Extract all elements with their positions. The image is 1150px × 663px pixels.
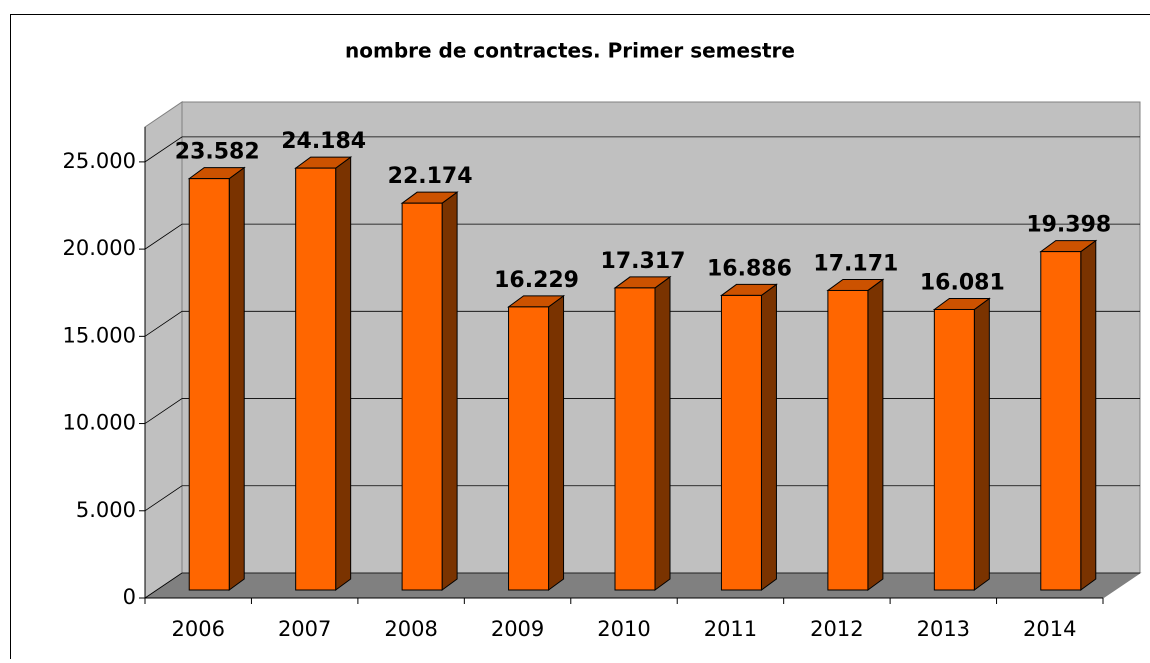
x-tick-label: 2014 xyxy=(1023,617,1076,641)
bar-side xyxy=(229,168,244,590)
x-tick-label: 2013 xyxy=(917,617,970,641)
value-label: 24.184 xyxy=(281,129,366,154)
bar-side xyxy=(761,284,776,590)
bar-side xyxy=(655,277,670,590)
x-tick-label: 2011 xyxy=(704,617,757,641)
bar xyxy=(934,309,974,590)
y-tick-label: 15.000 xyxy=(63,323,136,347)
value-label: 17.171 xyxy=(813,251,898,276)
bar-side xyxy=(549,296,564,590)
value-label: 23.582 xyxy=(175,140,260,165)
bar xyxy=(402,203,442,590)
bar xyxy=(296,168,336,590)
bar-side xyxy=(336,157,351,590)
bar xyxy=(828,290,868,590)
bar-side xyxy=(974,298,989,590)
y-tick-label: 20.000 xyxy=(63,236,136,260)
value-label: 22.174 xyxy=(388,164,473,189)
x-tick-label: 2006 xyxy=(171,617,224,641)
bar-side xyxy=(1081,241,1096,590)
y-tick-label: 0 xyxy=(123,585,136,609)
value-label: 19.398 xyxy=(1026,213,1111,238)
x-tick-label: 2012 xyxy=(810,617,863,641)
x-tick-label: 2008 xyxy=(384,617,437,641)
x-tick-label: 2007 xyxy=(278,617,331,641)
bar-side xyxy=(868,279,883,590)
bar xyxy=(189,179,229,590)
bar xyxy=(1041,252,1081,590)
value-label: 16.886 xyxy=(707,256,792,281)
bar-side xyxy=(442,192,457,590)
bar xyxy=(615,288,655,590)
value-label: 17.317 xyxy=(601,249,686,274)
side-wall xyxy=(145,102,182,598)
value-label: 16.081 xyxy=(920,270,1005,295)
value-label: 16.229 xyxy=(494,268,579,293)
bar xyxy=(721,295,761,590)
x-tick-label: 2009 xyxy=(491,617,544,641)
y-tick-label: 5.000 xyxy=(76,498,136,522)
y-tick-label: 10.000 xyxy=(63,411,136,435)
x-tick-label: 2010 xyxy=(597,617,650,641)
bar xyxy=(509,307,549,590)
chart-title: nombre de contractes. Primer semestre xyxy=(345,39,795,63)
y-tick-label: 25.000 xyxy=(63,149,136,173)
